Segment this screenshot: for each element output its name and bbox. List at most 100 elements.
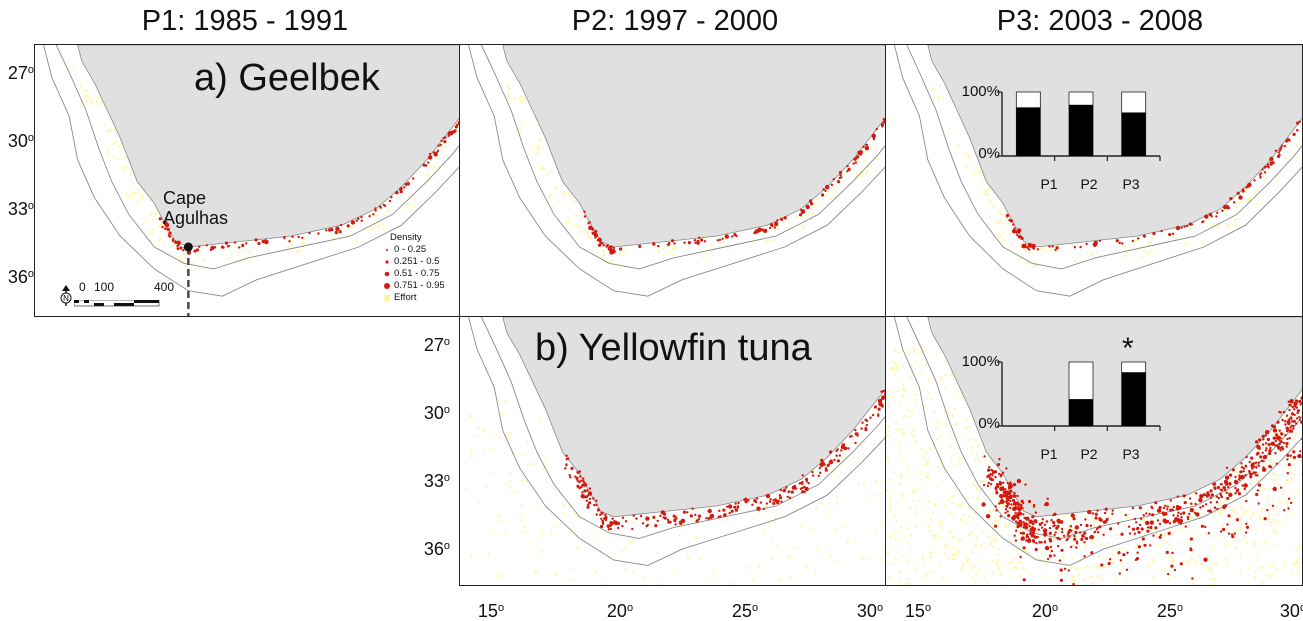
density-point <box>769 227 771 229</box>
effort-point <box>1045 250 1047 252</box>
effort-point <box>843 450 845 452</box>
effort-point <box>521 515 523 517</box>
effort-point <box>900 526 902 528</box>
effort-point <box>1193 540 1195 542</box>
density-point <box>1073 535 1075 537</box>
effort-point <box>625 569 627 571</box>
density-point <box>846 165 848 167</box>
effort-point <box>909 533 911 535</box>
density-point <box>763 229 767 233</box>
density-point <box>581 491 583 493</box>
effort-point <box>968 507 970 509</box>
effort-point <box>555 187 557 189</box>
effort-point <box>1158 543 1160 545</box>
density-point <box>1220 483 1222 485</box>
effort-point <box>996 563 998 565</box>
effort-point <box>1190 227 1192 229</box>
density-point <box>856 434 858 436</box>
density-point <box>1204 526 1206 528</box>
density-point <box>774 222 778 226</box>
effort-point <box>111 143 113 145</box>
effort-point <box>249 252 251 254</box>
effort-point <box>1033 260 1035 262</box>
density-point <box>583 211 585 213</box>
effort-point <box>1245 191 1247 193</box>
density-point <box>861 422 863 424</box>
effort-point <box>1169 578 1171 580</box>
density-point <box>1023 578 1026 581</box>
effort-point <box>903 555 905 557</box>
density-point <box>1028 500 1031 503</box>
density-point <box>694 514 696 516</box>
effort-point <box>1259 489 1261 491</box>
density-point <box>172 238 174 240</box>
density-point <box>1275 440 1277 442</box>
density-point <box>1083 555 1085 557</box>
effort-point <box>538 151 540 153</box>
density-point <box>1184 501 1187 504</box>
effort-point <box>1293 497 1295 499</box>
density-point <box>584 215 586 217</box>
effort-point <box>1059 573 1061 575</box>
effort-point <box>1220 512 1222 514</box>
effort-point <box>698 557 700 559</box>
density-point <box>769 501 771 503</box>
density-point <box>784 216 787 219</box>
density-point <box>1070 525 1072 527</box>
density-point <box>1190 508 1194 512</box>
density-point <box>1190 503 1192 505</box>
effort-point <box>939 85 941 87</box>
density-point <box>1072 583 1074 585</box>
effort-point <box>777 227 779 229</box>
effort-point <box>944 374 946 376</box>
effort-point <box>107 130 109 132</box>
density-point <box>792 486 796 490</box>
effort-point <box>506 435 508 437</box>
effort-point <box>1257 554 1259 556</box>
density-point <box>1295 422 1297 424</box>
density-point <box>1167 506 1169 508</box>
effort-point <box>949 512 951 514</box>
effort-point <box>970 568 972 570</box>
density-point <box>994 476 996 478</box>
density-point <box>1149 526 1152 529</box>
effort-point <box>518 98 520 100</box>
density-point <box>1244 483 1248 487</box>
density-point <box>1283 411 1285 413</box>
effort-point <box>1276 531 1278 533</box>
density-point <box>1073 538 1076 541</box>
inset-chart-tuna: 100% 0% P1 P2 P3 * <box>960 350 1180 470</box>
density-point <box>625 520 627 522</box>
effort-point <box>961 539 963 541</box>
effort-point <box>1266 497 1268 499</box>
density-point <box>874 405 877 408</box>
effort-point <box>954 394 956 396</box>
effort-point <box>1098 556 1100 558</box>
effort-point <box>951 374 953 376</box>
density-point <box>1035 548 1038 551</box>
density-point <box>1169 522 1171 524</box>
effort-point <box>1175 529 1177 531</box>
effort-point <box>1001 584 1003 586</box>
density-point <box>995 509 997 511</box>
lat-label-36-top: 36o <box>0 264 34 287</box>
effort-point <box>1291 477 1293 479</box>
effort-point <box>588 248 590 250</box>
density-point <box>990 483 992 485</box>
density-point <box>1018 522 1022 526</box>
density-point <box>1257 489 1259 491</box>
effort-point <box>163 244 165 246</box>
density-point <box>810 202 813 205</box>
effort-point <box>941 524 943 526</box>
density-point <box>399 189 401 191</box>
effort-point <box>622 253 624 255</box>
density-point <box>1274 452 1276 454</box>
effort-point <box>899 580 901 582</box>
density-point <box>1125 514 1127 516</box>
density-point <box>1079 531 1081 533</box>
effort-point <box>91 99 93 101</box>
effort-point <box>949 128 951 130</box>
effort-point <box>1213 513 1215 515</box>
effort-point <box>868 166 870 168</box>
density-point <box>1299 403 1301 405</box>
